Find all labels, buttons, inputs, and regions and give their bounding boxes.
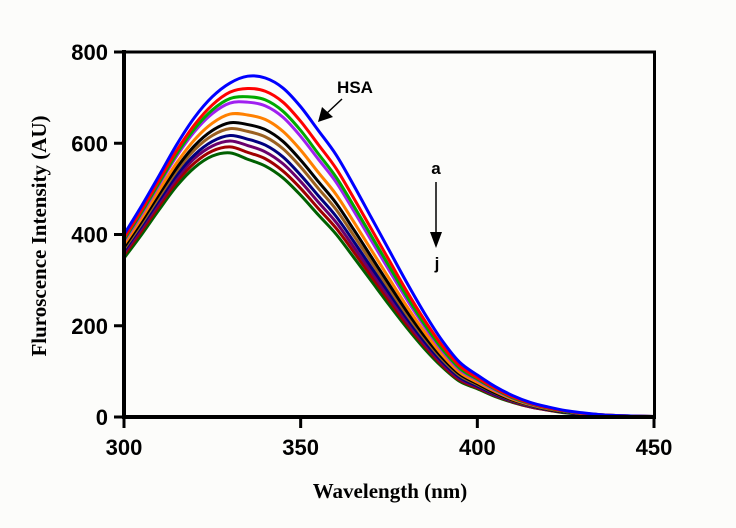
down-arrow [430,182,442,248]
label-j: j [434,254,440,273]
y-axis-title: Fluroscence Intensity (AU) [27,115,51,356]
label-a: a [431,159,441,178]
y-tick-label: 400 [71,223,108,248]
y-tick-label: 800 [71,40,108,65]
hsa-label: HSA [337,78,373,97]
x-tick-label: 350 [282,435,319,460]
plot-frame [114,50,656,419]
y-tick-label: 200 [71,314,108,339]
y-ticks: 0 200 400 600 800 [71,40,124,430]
x-tick-label: 400 [459,435,496,460]
hsa-arrow [318,98,343,122]
y-tick-label: 600 [71,131,108,156]
x-tick-label: 450 [636,435,673,460]
x-tick-label: 300 [106,435,143,460]
series-line-b [122,95,655,419]
x-ticks: 300 350 400 450 [106,417,673,460]
y-tick-label: 0 [96,405,108,430]
x-axis-title: Wavelength (nm) [313,479,468,503]
curves [122,74,655,419]
series-line-hsa [122,74,655,419]
